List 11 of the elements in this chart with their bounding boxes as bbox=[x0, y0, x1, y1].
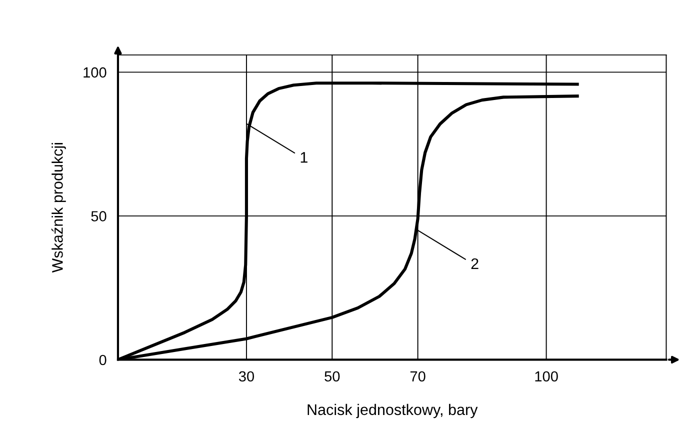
x-tick-label: 70 bbox=[410, 371, 426, 382]
x-tick-label: 50 bbox=[324, 371, 340, 382]
annotation: 2 bbox=[471, 258, 478, 269]
y-axis-title: Wskaźnik produkcji bbox=[51, 142, 66, 273]
x-tick-label: 100 bbox=[535, 371, 558, 382]
y-tick-label: 50 bbox=[91, 211, 106, 222]
y-tick-label: 100 bbox=[84, 67, 106, 78]
x-axis-title: Nacisk jednostkowy, bary bbox=[308, 404, 478, 418]
y-tick-label: 0 bbox=[99, 354, 106, 366]
x-tick-label: 30 bbox=[238, 371, 254, 382]
annotation: 1 bbox=[300, 152, 308, 163]
